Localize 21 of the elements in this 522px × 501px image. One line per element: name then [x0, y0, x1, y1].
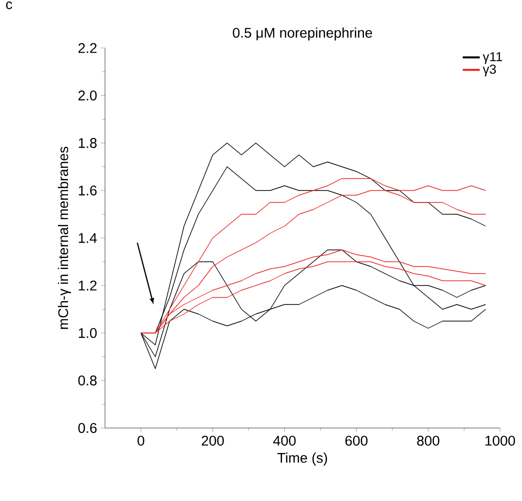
y-tick-label: 0.6 — [78, 423, 97, 433]
y-tick-label: 1.8 — [78, 138, 97, 148]
y-tick-label: 2.2 — [78, 43, 97, 53]
x-tick-label: 600 — [345, 436, 368, 446]
legend-label: γ3 — [482, 64, 496, 76]
x-tick-label: 200 — [202, 436, 224, 446]
y-tick-label: 1.2 — [78, 280, 97, 290]
chart-title: 0.5 μM norepinephrine — [232, 27, 372, 40]
y-axis-title: mCh-γ in internal membranes — [58, 146, 71, 329]
y-tick-label: 2.0 — [78, 90, 97, 100]
legend-label: γ11 — [482, 52, 502, 64]
x-tick-label: 1000 — [485, 436, 516, 446]
y-tick-label: 0.8 — [78, 376, 97, 386]
x-tick-label: 0 — [138, 436, 144, 446]
y-tick-label: 1.4 — [78, 233, 97, 243]
x-tick-label: 400 — [273, 436, 296, 446]
x-tick-label: 800 — [417, 436, 440, 446]
text: c — [6, 2, 12, 10]
x-axis-title: Time (s) — [277, 452, 328, 466]
y-tick-label: 1.6 — [78, 186, 97, 196]
y-tick-label: 1.0 — [78, 328, 97, 338]
